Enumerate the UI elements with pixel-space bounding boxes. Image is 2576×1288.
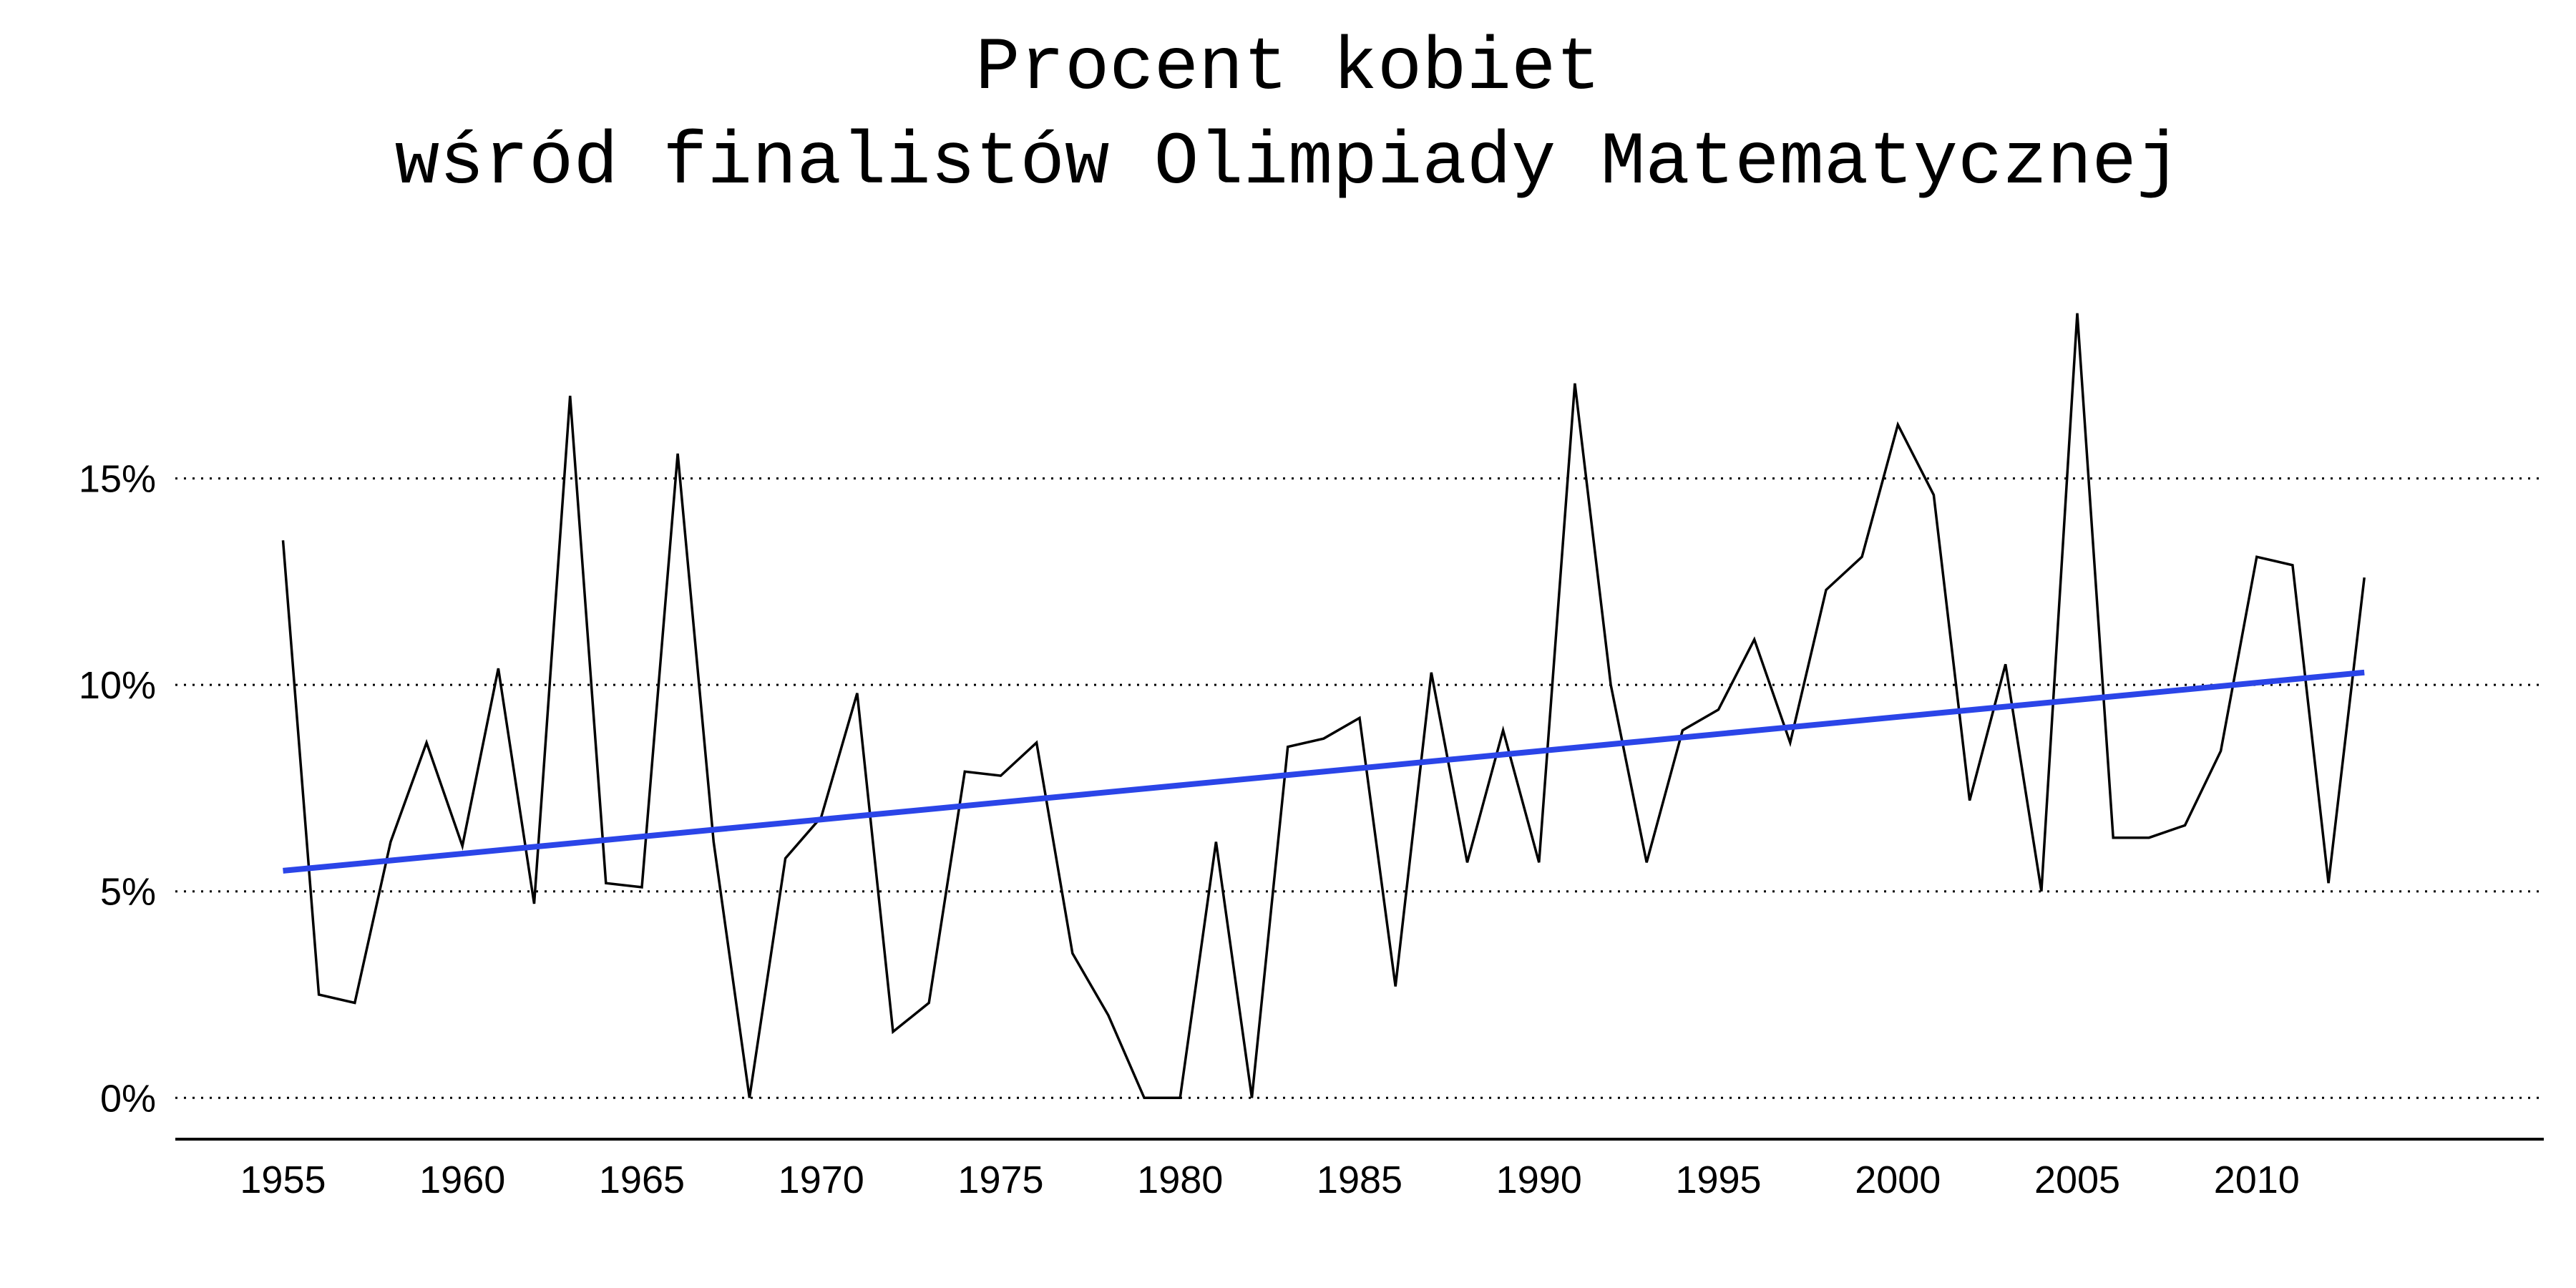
y-tick-label: 15% [79, 458, 156, 501]
y-tick-label: 10% [79, 664, 156, 707]
data-series-line [281, 313, 2366, 1100]
x-tick-label: 2000 [1855, 1158, 1941, 1201]
x-tick-label: 1975 [957, 1158, 1043, 1201]
x-tick-label: 1965 [599, 1158, 685, 1201]
x-tick-label: 1970 [779, 1158, 864, 1201]
chart-title-line-1: Procent kobiet [975, 26, 1601, 111]
x-tick-label: 2010 [2214, 1158, 2300, 1201]
gridlines [175, 477, 2544, 1099]
axes: 0% 5% 10% 15% 1955 1960 1965 1970 1975 1980 1985 19… [79, 458, 2544, 1201]
trend-line [283, 669, 2365, 874]
y-tick-label: 5% [100, 871, 156, 914]
chart-title: Procent kobiet wśród finalistów Olimpiad… [0, 21, 2576, 210]
x-tick-label: 1990 [1496, 1158, 1582, 1201]
x-tick-label: 1960 [419, 1158, 505, 1201]
x-tick-label: 1955 [240, 1158, 326, 1201]
x-tick-label: 1995 [1675, 1158, 1761, 1201]
x-tick-label: 1985 [1317, 1158, 1402, 1201]
chart-title-line-2: wśród finalistów Olimpiady Matematycznej [394, 121, 2182, 205]
x-tick-label: 2005 [2034, 1158, 2120, 1201]
x-tick-label: 1980 [1137, 1158, 1223, 1201]
series [281, 313, 2366, 1100]
y-tick-label: 0% [100, 1077, 156, 1120]
